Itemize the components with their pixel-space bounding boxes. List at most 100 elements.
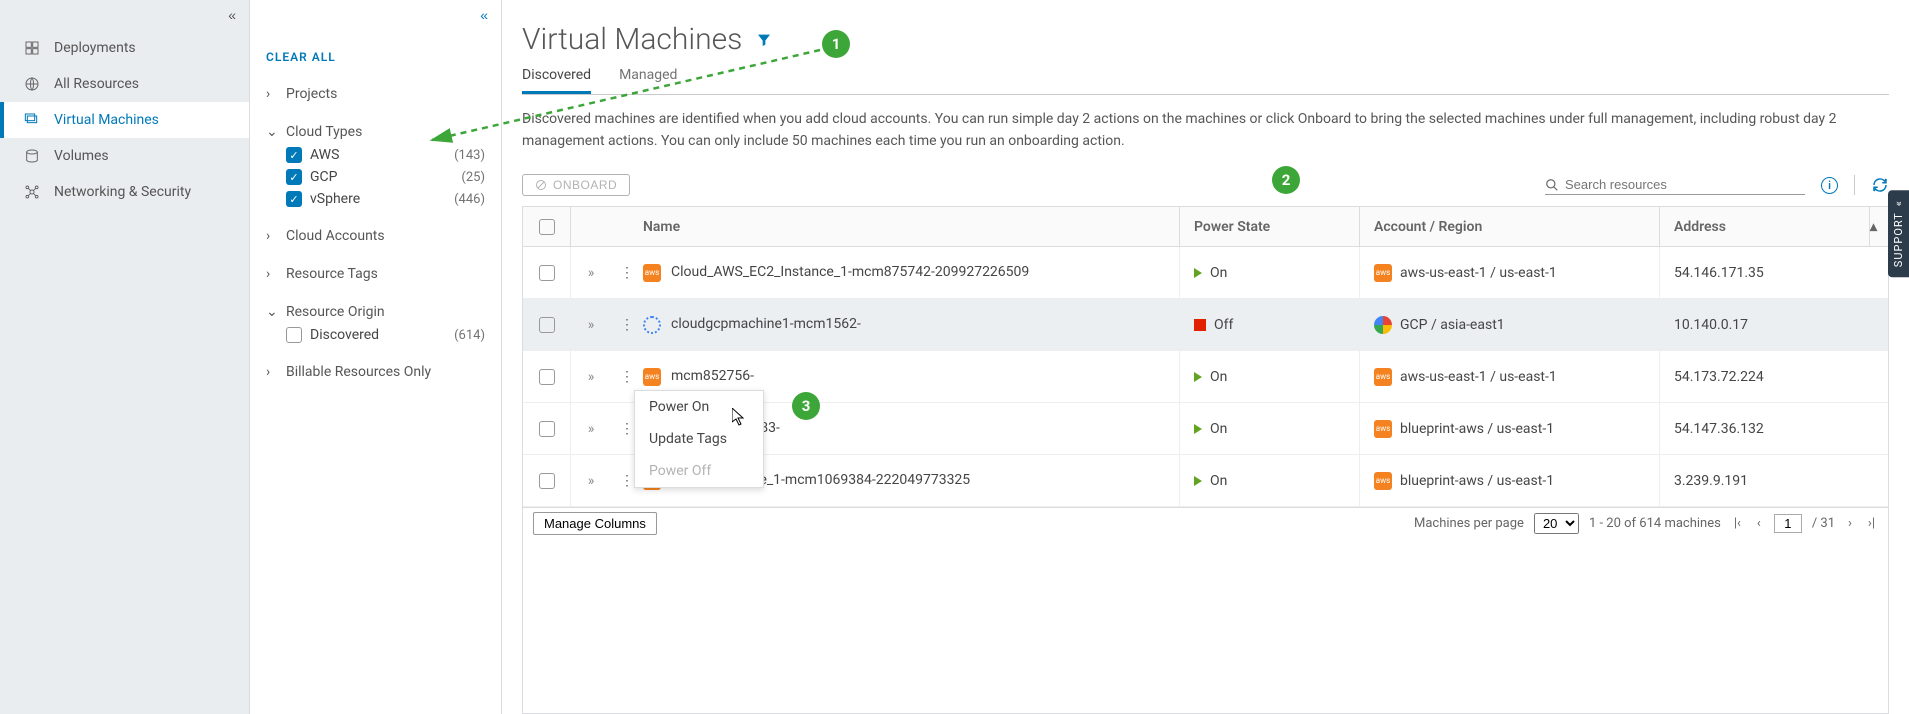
expand-row-icon[interactable]: »	[571, 317, 611, 333]
power-on-icon	[1194, 476, 1202, 486]
chevron-down-icon: ⌄	[266, 304, 280, 320]
gcp-icon	[643, 316, 661, 334]
col-power[interactable]: Power State	[1194, 219, 1270, 235]
col-name[interactable]: Name	[643, 219, 680, 235]
expand-row-icon[interactable]: »	[571, 473, 611, 489]
power-state: On	[1210, 473, 1227, 489]
vm-address: 3.239.9.191	[1674, 473, 1748, 489]
nav-virtual-machines[interactable]: Virtual Machines	[0, 102, 249, 138]
col-address[interactable]: Address	[1674, 219, 1726, 235]
callout-3: 3	[792, 392, 820, 420]
networking-icon	[22, 184, 42, 200]
filter-billable[interactable]: ›Billable Resources Only	[266, 360, 485, 384]
account-region: GCP / asia-east1	[1400, 317, 1505, 333]
search-input-wrap	[1545, 175, 1805, 195]
per-page-label: Machines per page	[1414, 516, 1524, 531]
aws-icon: aws	[1374, 264, 1392, 282]
row-checkbox[interactable]	[539, 265, 555, 281]
filter-item-vsphere[interactable]: ✓ vSphere (446)	[266, 188, 485, 210]
block-icon	[535, 179, 547, 191]
page-next[interactable]: ›	[1845, 516, 1855, 531]
filter-item-gcp[interactable]: ✓ GCP (25)	[266, 166, 485, 188]
table-row[interactable]: »⋮awsCloud_AWS_EC2_Instance_1-mcm875742-…	[523, 247, 1888, 299]
search-icon	[1545, 178, 1559, 192]
filter-resource-origin[interactable]: ⌄Resource Origin	[266, 300, 485, 324]
row-checkbox[interactable]	[539, 421, 555, 437]
onboard-button[interactable]: ONBOARD	[522, 174, 630, 196]
nav-label: Deployments	[54, 40, 136, 56]
page-prev[interactable]: ‹	[1754, 516, 1764, 531]
manage-columns-button[interactable]: Manage Columns	[533, 512, 657, 535]
row-checkbox[interactable]	[539, 473, 555, 489]
menu-power-off: Power Off	[635, 455, 763, 487]
range-text: 1 - 20 of 614 machines	[1589, 516, 1721, 531]
power-off-icon	[1194, 319, 1206, 331]
filter-cloud-accounts[interactable]: ›Cloud Accounts	[266, 224, 485, 248]
support-tab[interactable]: SUPPORT «	[1888, 190, 1909, 277]
vm-name: Cloud_AWS_EC2_Instance_1-mcm875742-20992…	[671, 264, 1029, 281]
chevron-right-icon: ›	[266, 86, 280, 102]
vm-address: 54.173.72.224	[1674, 369, 1764, 385]
checkbox-checked-icon[interactable]: ✓	[286, 191, 302, 207]
vm-address: 54.147.36.132	[1674, 421, 1764, 437]
per-page-select[interactable]: 20	[1534, 513, 1579, 534]
checkbox-unchecked-icon[interactable]	[286, 327, 302, 343]
vm-name: mcm852756-	[671, 368, 754, 385]
aws-icon: aws	[1374, 368, 1392, 386]
pager: Machines per page 20 1 - 20 of 614 machi…	[1414, 513, 1878, 534]
nav-label: Virtual Machines	[54, 112, 159, 128]
nav-networking[interactable]: Networking & Security	[0, 174, 249, 210]
row-actions-icon[interactable]: ⋮	[611, 369, 643, 385]
page-current-input[interactable]	[1774, 514, 1802, 533]
nav-label: Volumes	[54, 148, 109, 164]
expand-row-icon[interactable]: »	[571, 369, 611, 385]
power-state: On	[1210, 421, 1227, 437]
row-actions-icon[interactable]: ⋮	[611, 317, 643, 333]
volumes-icon	[22, 148, 42, 164]
col-account[interactable]: Account / Region	[1374, 219, 1482, 235]
filter-resource-tags[interactable]: ›Resource Tags	[266, 262, 485, 286]
chevron-icon: «	[1892, 200, 1905, 206]
expand-row-icon[interactable]: »	[571, 421, 611, 437]
sidebar-nav-collapse[interactable]: «	[0, 0, 249, 30]
aws-icon: aws	[1374, 472, 1392, 490]
page-first[interactable]: |‹	[1731, 516, 1744, 531]
power-state: On	[1210, 265, 1227, 281]
filter-item-discovered[interactable]: Discovered (614)	[266, 324, 485, 346]
nav-all-resources[interactable]: All Resources	[0, 66, 249, 102]
nav-deployments[interactable]: Deployments	[0, 30, 249, 66]
power-on-icon	[1194, 424, 1202, 434]
search-input[interactable]	[1565, 175, 1805, 194]
toolbar: ONBOARD i	[522, 174, 1889, 196]
menu-update-tags[interactable]: Update Tags	[635, 423, 763, 455]
chevron-right-icon: ›	[266, 266, 280, 282]
aws-icon: aws	[643, 368, 661, 386]
power-on-icon	[1194, 268, 1202, 278]
select-all-checkbox[interactable]	[539, 219, 555, 235]
page-total: / 31	[1812, 516, 1835, 531]
row-checkbox[interactable]	[539, 317, 555, 333]
checkbox-checked-icon[interactable]: ✓	[286, 169, 302, 185]
refresh-icon[interactable]	[1871, 176, 1889, 194]
table-row[interactable]: »⋮cloudgcpmachine1-mcm1562-OffGCP / asia…	[523, 299, 1888, 351]
info-icon[interactable]: i	[1821, 177, 1838, 194]
row-actions-icon[interactable]: ⋮	[611, 265, 643, 281]
vm-address: 10.140.0.17	[1674, 317, 1748, 333]
vm-icon	[22, 112, 42, 128]
nav-label: All Resources	[54, 76, 139, 92]
account-region: aws-us-east-1 / us-east-1	[1400, 369, 1557, 385]
aws-icon: aws	[643, 264, 661, 282]
row-checkbox[interactable]	[539, 369, 555, 385]
deployments-icon	[22, 40, 42, 56]
sidebar-filters-collapse[interactable]: «	[266, 0, 485, 30]
account-region: blueprint-aws / us-east-1	[1400, 473, 1554, 489]
expand-row-icon[interactable]: »	[571, 265, 611, 281]
row-context-menu: Power On Update Tags Power Off	[634, 390, 764, 488]
page-last[interactable]: ›|	[1865, 516, 1878, 531]
nav-volumes[interactable]: Volumes	[0, 138, 249, 174]
power-state: On	[1210, 369, 1227, 385]
callout-1: 1	[822, 30, 850, 58]
checkbox-checked-icon[interactable]: ✓	[286, 147, 302, 163]
cursor-icon	[732, 408, 746, 426]
scroll-up-icon[interactable]: ▴	[1870, 219, 1888, 235]
